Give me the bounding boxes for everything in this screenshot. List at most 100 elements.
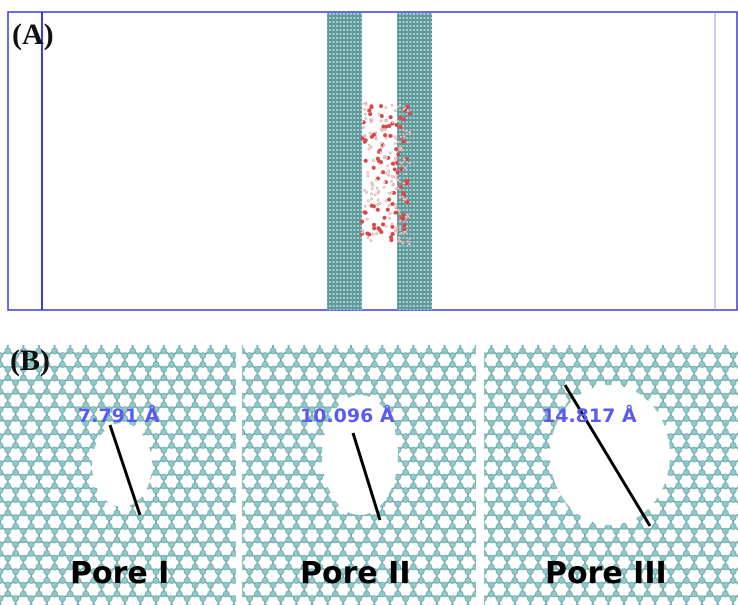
water-atom: [376, 187, 378, 189]
pore-width-label: 14.817 Å: [542, 403, 637, 427]
water-atom: [399, 125, 403, 129]
water-atom: [400, 147, 402, 149]
water-atom: [383, 144, 385, 146]
water-atom: [380, 114, 384, 118]
water-atom: [367, 175, 369, 177]
water-atom: [364, 211, 368, 215]
water-atom: [394, 211, 398, 215]
water-atom: [402, 129, 404, 131]
water-atom: [371, 182, 373, 184]
water-atom: [383, 216, 387, 220]
figure: (A) 7.791 Å 10.096 Å 14.817 Å Pore I Por…: [0, 0, 738, 605]
water-atom: [391, 202, 395, 206]
water-atom: [403, 158, 405, 160]
water-atom: [402, 217, 406, 221]
water-atom: [395, 206, 397, 208]
water-atom: [361, 103, 363, 105]
water-atom: [394, 136, 396, 138]
water-atom: [370, 121, 372, 123]
water-atom: [385, 137, 387, 139]
water-atom: [397, 120, 399, 122]
water-atom: [378, 113, 380, 115]
water-atom: [393, 168, 397, 172]
water-atom: [379, 230, 383, 234]
water-atom: [397, 240, 399, 242]
water-atom: [363, 189, 365, 191]
water-atom: [404, 167, 406, 169]
water-atom: [361, 121, 363, 123]
water-atom: [399, 116, 403, 120]
water-atom: [377, 203, 379, 205]
water-atom: [403, 223, 407, 227]
water-atom: [403, 198, 405, 200]
water-atom: [391, 225, 395, 229]
water-atom: [381, 223, 385, 227]
water-atom: [398, 236, 400, 238]
water-atom: [381, 147, 383, 149]
water-atom: [362, 126, 364, 128]
water-atom: [400, 162, 402, 164]
water-atom: [364, 159, 368, 163]
pore-name: Pore I: [70, 556, 169, 591]
water-atom: [400, 136, 402, 138]
water-atom: [379, 104, 383, 108]
water-atom: [370, 146, 372, 148]
water-atom: [405, 130, 407, 132]
water-atom: [372, 233, 374, 235]
water-atom: [388, 134, 392, 138]
water-atom: [368, 109, 372, 113]
water-atom: [375, 179, 377, 181]
water-atom: [394, 203, 396, 205]
water-atom: [368, 148, 370, 150]
water-atom: [365, 103, 367, 105]
water-atom: [397, 141, 399, 143]
water-atom: [385, 119, 387, 121]
water-atom: [387, 198, 391, 202]
water-atom: [395, 123, 399, 127]
pore-width-label: 7.791 Å: [78, 403, 160, 427]
water-atom: [394, 147, 398, 151]
water-atom: [391, 232, 395, 236]
water-atom: [372, 184, 374, 186]
water-atom: [388, 170, 390, 172]
water-atom: [367, 171, 369, 173]
water-atom: [403, 182, 405, 184]
water-atom: [396, 227, 398, 229]
water-atom: [391, 162, 395, 166]
water-atom: [377, 199, 379, 201]
water-atom: [405, 182, 409, 186]
water-atom: [409, 237, 411, 239]
water-atom: [366, 218, 368, 220]
water-atom: [406, 225, 408, 227]
water-atom: [383, 181, 385, 183]
water-atom: [376, 208, 380, 212]
water-atom: [399, 220, 401, 222]
water-atom: [388, 124, 392, 128]
water-atom: [408, 112, 412, 116]
water-atom: [377, 159, 381, 163]
water-atom: [376, 233, 378, 235]
water-atom: [397, 179, 399, 181]
panel-label: (B): [10, 344, 50, 377]
water-atom: [387, 165, 389, 167]
water-atom: [389, 217, 391, 219]
water-atom: [363, 108, 365, 110]
water-atom: [394, 160, 396, 162]
water-atom: [400, 240, 402, 242]
water-atom: [367, 233, 371, 237]
water-atom: [396, 171, 400, 175]
water-atom: [409, 131, 411, 133]
water-atom: [382, 125, 386, 129]
water-atom: [394, 142, 396, 144]
water-atom: [402, 118, 406, 122]
water-atom: [371, 187, 373, 189]
water-atom: [375, 138, 377, 140]
water-atom: [394, 110, 396, 112]
water-atom: [360, 220, 364, 224]
water-atom: [402, 193, 406, 197]
water-atom: [365, 191, 367, 193]
water-atom: [406, 201, 410, 205]
water-atom: [384, 128, 386, 130]
water-atom: [388, 204, 390, 206]
water-atom: [397, 209, 399, 211]
